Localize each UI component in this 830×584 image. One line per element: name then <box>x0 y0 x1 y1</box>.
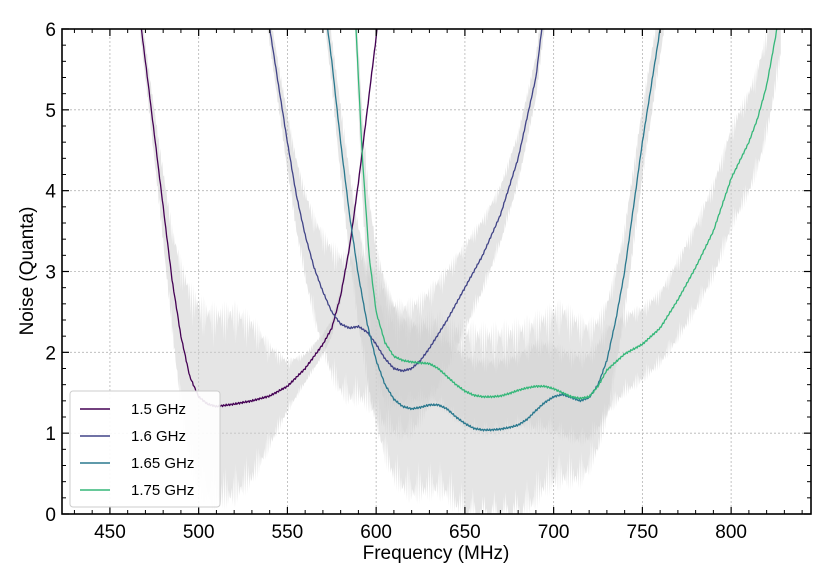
noise-band <box>355 29 781 447</box>
series-lines <box>140 29 778 432</box>
y-tick-label: 3 <box>45 263 56 284</box>
x-tick-label: 650 <box>449 522 481 543</box>
x-tick-label: 450 <box>94 522 126 543</box>
legend-box <box>69 390 221 508</box>
x-tick-label: 500 <box>183 522 215 543</box>
x-axis-label: Frequency (MHz) <box>363 543 510 564</box>
noise-band <box>139 29 378 511</box>
series-line-1-75-GHz <box>355 29 778 400</box>
legend: 1.5 GHz 1.6 GHz 1.65 GHz 1.75 GHz <box>69 390 221 508</box>
legend-label: 1.6 GHz <box>131 428 186 445</box>
x-tick-labels: 450 500 550 600 650 700 750 800 <box>94 522 747 543</box>
y-tick-label: 0 <box>45 505 56 526</box>
legend-label: 1.75 GHz <box>131 482 194 499</box>
y-tick-label: 1 <box>45 424 56 445</box>
x-tick-label: 800 <box>715 522 747 543</box>
series-line-1-6-GHz <box>269 29 543 373</box>
x-tick-label: 600 <box>360 522 392 543</box>
legend-label: 1.5 GHz <box>131 401 186 418</box>
y-tick-label: 5 <box>45 101 56 122</box>
y-tick-label: 4 <box>45 182 56 203</box>
noise-band <box>267 29 545 443</box>
x-tick-label: 750 <box>627 522 659 543</box>
legend-label: 1.65 GHz <box>131 455 194 472</box>
y-axis-label: Noise (Quanta) <box>17 207 38 336</box>
series-line-1-65-GHz <box>327 29 661 432</box>
x-tick-label: 700 <box>538 522 570 543</box>
noise-bands <box>139 29 781 514</box>
y-tick-labels: 0 1 2 3 4 5 6 <box>45 20 56 526</box>
series-line-1-5-GHz <box>140 29 378 408</box>
x-tick-label: 550 <box>272 522 304 543</box>
plot-frame <box>61 28 812 515</box>
y-tick-label: 2 <box>45 343 56 364</box>
y-tick-label: 6 <box>45 20 56 41</box>
